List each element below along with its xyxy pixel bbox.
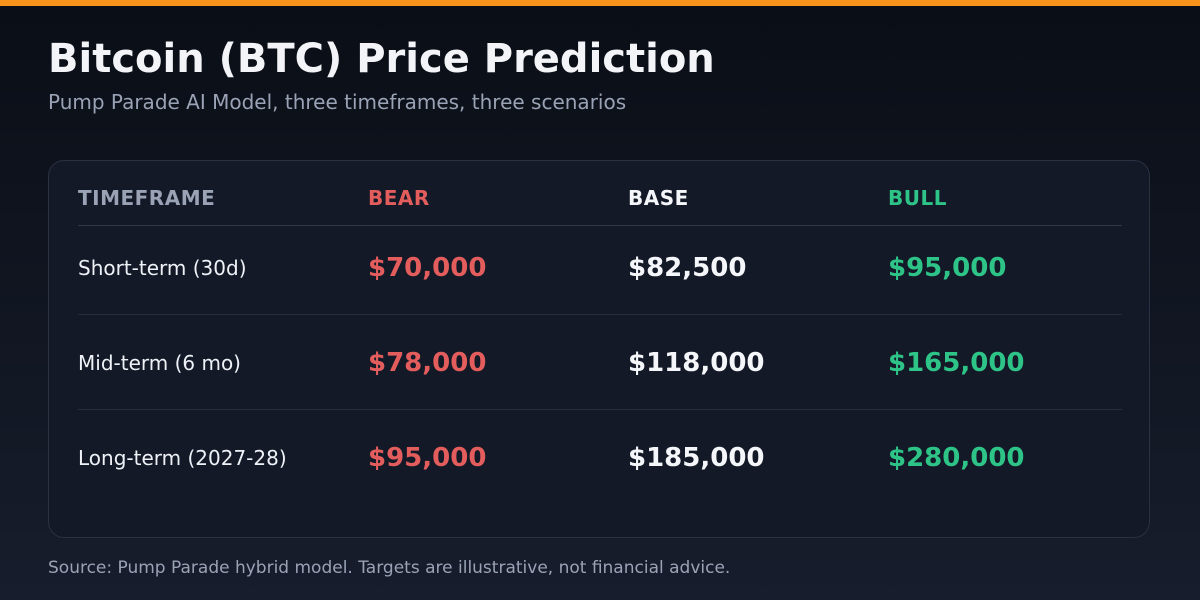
row-divider [78,409,1122,410]
row-divider [78,314,1122,315]
title: Bitcoin (BTC) Price Prediction [48,36,715,82]
column-header: BASE [628,186,689,210]
price-cell: $70,000 [368,253,487,283]
price-cell: $280,000 [888,443,1025,473]
column-header: BULL [888,186,947,210]
row-label: Short-term (30d) [78,256,247,280]
price-cell: $95,000 [368,443,487,473]
price-cell: $118,000 [628,348,765,378]
subtitle: Pump Parade AI Model, three timeframes, … [48,90,627,114]
price-cell: $78,000 [368,348,487,378]
row-label: Mid-term (6 mo) [78,351,241,375]
row-label: Long-term (2027-28) [78,446,287,470]
table-card [48,160,1150,538]
source-note: Source: Pump Parade hybrid model. Target… [48,558,731,578]
column-header: BEAR [368,186,430,210]
price-cell: $82,500 [628,253,747,283]
price-cell: $95,000 [888,253,1007,283]
header-divider [78,225,1122,226]
price-cell: $165,000 [888,348,1025,378]
price-cell: $185,000 [628,443,765,473]
accent-bar [0,0,1200,6]
column-header: TIMEFRAME [78,186,216,210]
